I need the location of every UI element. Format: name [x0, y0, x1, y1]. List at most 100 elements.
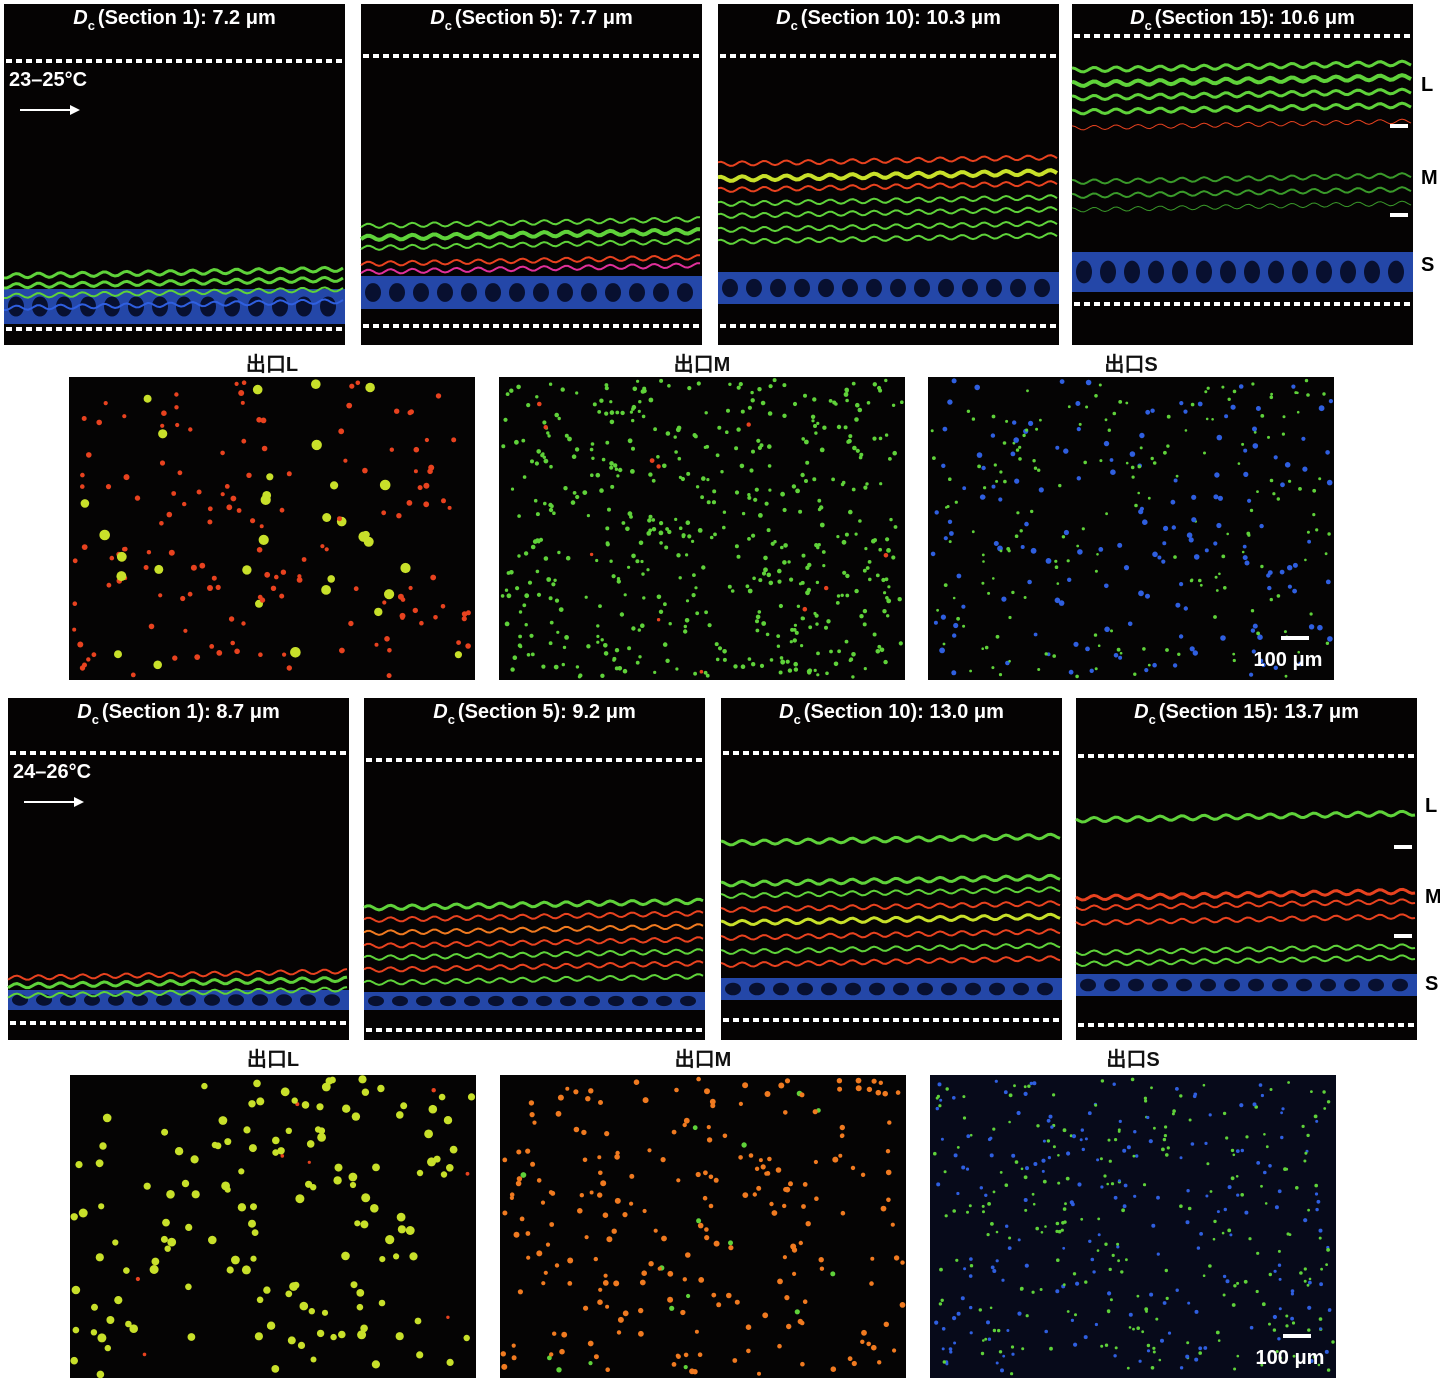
- cell: [685, 520, 691, 525]
- cell: [379, 479, 391, 491]
- cell: [1010, 451, 1016, 457]
- cell: [196, 489, 202, 495]
- cell: [758, 578, 763, 583]
- cell: [1156, 1252, 1160, 1256]
- cell: [316, 1329, 325, 1338]
- cell: [582, 1157, 588, 1163]
- cell: [936, 608, 939, 612]
- cell-stream: [363, 936, 704, 949]
- cell: [241, 438, 247, 444]
- cell: [1235, 1175, 1239, 1178]
- cell: [722, 1133, 728, 1139]
- cell: [1285, 1324, 1289, 1328]
- cell: [1272, 1328, 1277, 1332]
- cell: [1277, 1263, 1282, 1267]
- cell: [695, 1171, 701, 1178]
- cell: [1098, 383, 1102, 387]
- cell: [517, 514, 521, 518]
- cell: [1104, 1343, 1109, 1347]
- cell: [1007, 1246, 1012, 1250]
- cell: [311, 439, 322, 451]
- cell: [185, 1283, 192, 1291]
- cell: [1133, 672, 1137, 676]
- cell: [1188, 537, 1194, 543]
- cell: [536, 1178, 542, 1183]
- cell: [982, 560, 985, 563]
- cell: [1179, 401, 1184, 406]
- cell: [524, 623, 528, 627]
- cell: [836, 1078, 843, 1084]
- cell: [1307, 1305, 1312, 1310]
- cell: [1260, 564, 1264, 569]
- blue-cell: [941, 982, 957, 996]
- cell-stream: [359, 227, 701, 242]
- cell: [446, 1358, 454, 1366]
- cell: [517, 1289, 524, 1295]
- cell: [258, 534, 269, 546]
- cell: [505, 392, 510, 396]
- blue-cell: [276, 994, 292, 1006]
- cell: [1012, 441, 1016, 445]
- cell: [530, 544, 536, 550]
- blue-cell: [1034, 278, 1050, 298]
- cell: [446, 1164, 454, 1172]
- cell: [1110, 1182, 1115, 1186]
- cell: [1100, 1079, 1105, 1083]
- cell: [618, 467, 623, 473]
- cell: [885, 537, 890, 542]
- cell: [104, 1344, 112, 1352]
- cell: [529, 1112, 535, 1118]
- cell-stream: [717, 180, 1058, 193]
- cell: [792, 628, 797, 632]
- cell: [1175, 1087, 1179, 1091]
- cell: [1066, 1151, 1071, 1156]
- cell: [786, 1323, 792, 1330]
- cell: [601, 457, 606, 462]
- cell: [70, 1213, 78, 1221]
- cell: [549, 464, 553, 469]
- cell: [888, 457, 892, 461]
- cell: [551, 582, 556, 587]
- cell: [1005, 1224, 1009, 1228]
- cell: [635, 559, 640, 564]
- cell: [536, 449, 541, 454]
- cell: [836, 535, 840, 539]
- blue-band: [721, 978, 1062, 1000]
- cell: [501, 1363, 508, 1370]
- blue-cell: [485, 283, 501, 302]
- cell: [640, 623, 645, 628]
- blue-cell: [1220, 260, 1236, 284]
- cell: [620, 410, 625, 416]
- cell: [969, 669, 972, 673]
- cell: [641, 572, 645, 576]
- cell: [1002, 1354, 1006, 1358]
- cell: [557, 550, 561, 555]
- cell: [412, 607, 418, 614]
- cell: [1208, 1113, 1212, 1117]
- cell: [783, 543, 788, 548]
- cell: [557, 416, 561, 421]
- cell: [1147, 496, 1151, 500]
- cell-stream: [7, 968, 348, 981]
- cell-stream: [1075, 954, 1416, 968]
- cell: [1025, 428, 1029, 432]
- cell: [600, 673, 605, 678]
- cell: [509, 570, 514, 575]
- cell: [940, 614, 947, 620]
- cell: [814, 1196, 819, 1201]
- cell: [567, 1257, 574, 1264]
- cell: [567, 436, 572, 442]
- cell: [603, 643, 608, 648]
- cell: [159, 521, 164, 526]
- cell: [1272, 492, 1276, 496]
- cell: [667, 384, 671, 388]
- cell: [625, 526, 630, 532]
- cell: [951, 378, 957, 384]
- cell: [250, 518, 256, 524]
- cell: [1224, 414, 1229, 419]
- cell: [1179, 1366, 1184, 1370]
- cell: [885, 1169, 892, 1176]
- cell: [792, 1271, 797, 1276]
- title-text: (Section 5): 7.7 μm: [455, 7, 633, 29]
- cell: [1027, 579, 1032, 585]
